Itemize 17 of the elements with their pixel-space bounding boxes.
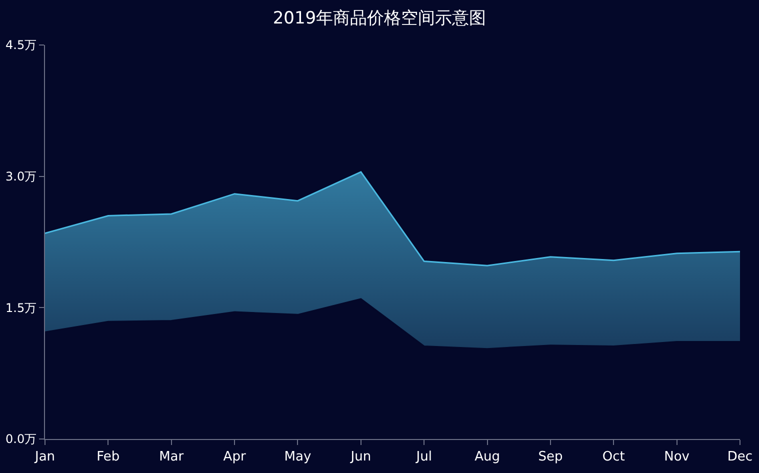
y-tick-label: 4.5万 xyxy=(6,38,37,52)
x-tick-label: Dec xyxy=(727,450,753,465)
x-tick-label: Apr xyxy=(223,450,246,465)
x-tick-label: Jan xyxy=(34,450,56,465)
x-tick-label: Jun xyxy=(350,450,372,465)
x-tick-label: Nov xyxy=(664,450,690,465)
y-tick-label: 0.0万 xyxy=(6,432,37,446)
x-tick-label: Sep xyxy=(538,450,563,465)
y-tick-label: 3.0万 xyxy=(6,170,37,184)
y-tick-label: 1.5万 xyxy=(6,300,37,315)
x-tick-label: Mar xyxy=(159,450,184,465)
x-tick-label: May xyxy=(284,450,312,465)
x-tick-label: Aug xyxy=(474,450,500,465)
x-tick-label: Oct xyxy=(602,450,625,465)
x-tick-label: Feb xyxy=(96,450,120,465)
x-tick-label: Jul xyxy=(415,450,432,465)
chart-title: 2019年商品价格空间示意图 xyxy=(272,8,486,29)
